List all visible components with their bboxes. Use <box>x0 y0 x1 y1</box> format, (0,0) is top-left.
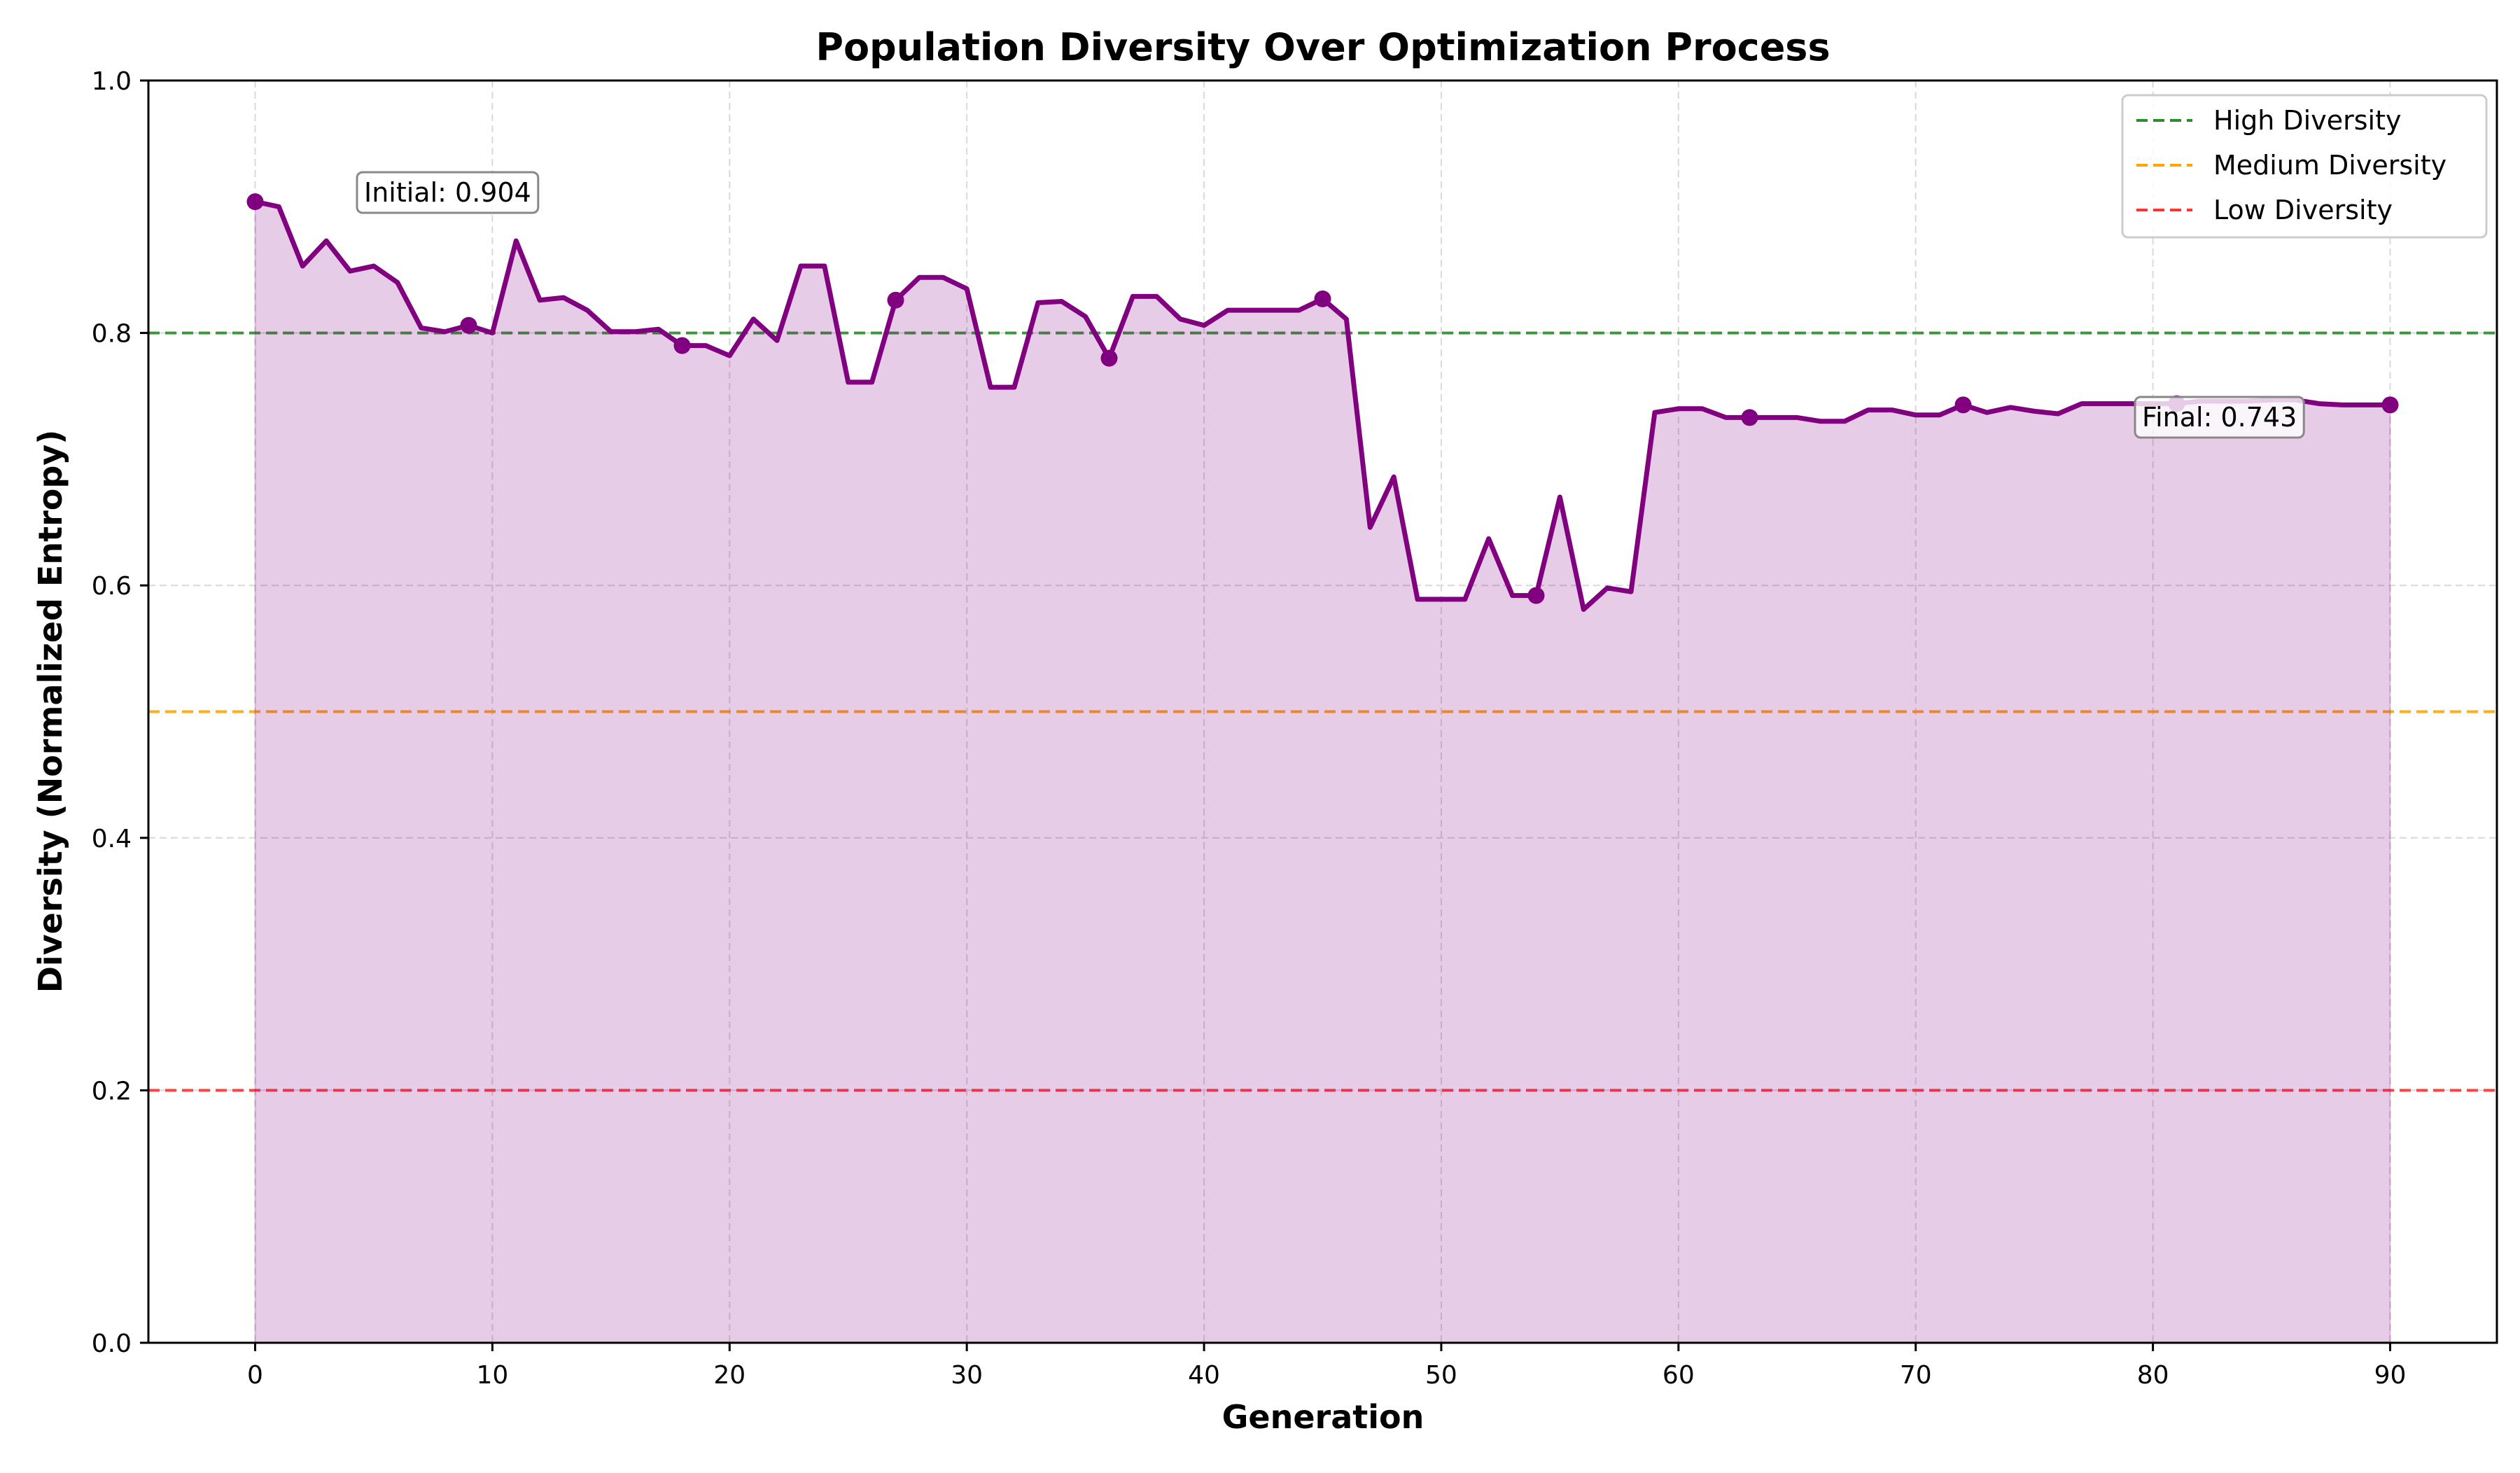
y-tick-label: 0.6 <box>92 572 132 601</box>
x-tick-label: 80 <box>2137 1361 2169 1390</box>
legend-box <box>2121 94 2488 239</box>
chart-title: Population Diversity Over Optimization P… <box>816 25 1830 69</box>
data-point <box>1314 290 1331 307</box>
y-tick-label: 0.2 <box>92 1077 132 1105</box>
annotation-text: Initial: 0.904 <box>364 177 531 208</box>
annotation-box: Initial: 0.904 <box>356 171 540 214</box>
legend: High Diversity Medium Diversity Low Divers… <box>2121 94 2488 239</box>
y-axis-title: Diversity (Normalized Entropy) <box>31 430 69 993</box>
x-tick-label: 0 <box>247 1361 263 1390</box>
x-tick-label: 90 <box>2374 1361 2407 1390</box>
annotation-box: Final: 0.743 <box>2134 396 2305 439</box>
plot-frame <box>147 79 2498 1344</box>
x-tick-label: 20 <box>713 1361 746 1390</box>
x-tick-label: 60 <box>1662 1361 1695 1390</box>
y-tick-label: 0.0 <box>92 1329 132 1358</box>
reference-lines <box>148 331 2497 1092</box>
x-axis-ticks: 0 10 20 30 40 50 60 70 80 90 <box>247 1343 2406 1390</box>
data-point <box>673 337 691 354</box>
legend-label: Medium Diversity <box>2213 150 2446 181</box>
data-point <box>1100 349 1118 367</box>
y-axis-ticks: 0.0 0.2 0.4 0.6 0.8 1.0 <box>92 67 148 1358</box>
x-tick-label: 30 <box>951 1361 983 1390</box>
data-point <box>246 193 264 211</box>
legend-label: High Diversity <box>2213 105 2401 136</box>
data-point <box>887 291 904 309</box>
legend-label: Low Diversity <box>2213 195 2393 225</box>
data-point <box>1527 587 1545 604</box>
x-tick-label: 10 <box>476 1361 508 1390</box>
annotation-background <box>356 171 540 214</box>
y-tick-label: 0.8 <box>92 320 132 349</box>
annotations: Initial: 0.904 Final: 0.743 <box>356 171 2305 439</box>
y-tick-label: 1.0 <box>92 67 132 96</box>
x-tick-label: 40 <box>1188 1361 1220 1390</box>
data-point <box>2381 396 2399 414</box>
data-point <box>1954 396 1972 414</box>
markers <box>246 193 2399 604</box>
data-point <box>1741 409 1758 426</box>
annotation-text: Final: 0.743 <box>2142 402 2297 433</box>
y-tick-label: 0.4 <box>92 825 132 853</box>
annotation-background <box>2134 396 2305 439</box>
x-tick-label: 50 <box>1425 1361 1457 1390</box>
x-axis-title: Generation <box>1222 1398 1424 1436</box>
data-point <box>460 316 477 334</box>
x-tick-label: 70 <box>1900 1361 1932 1390</box>
